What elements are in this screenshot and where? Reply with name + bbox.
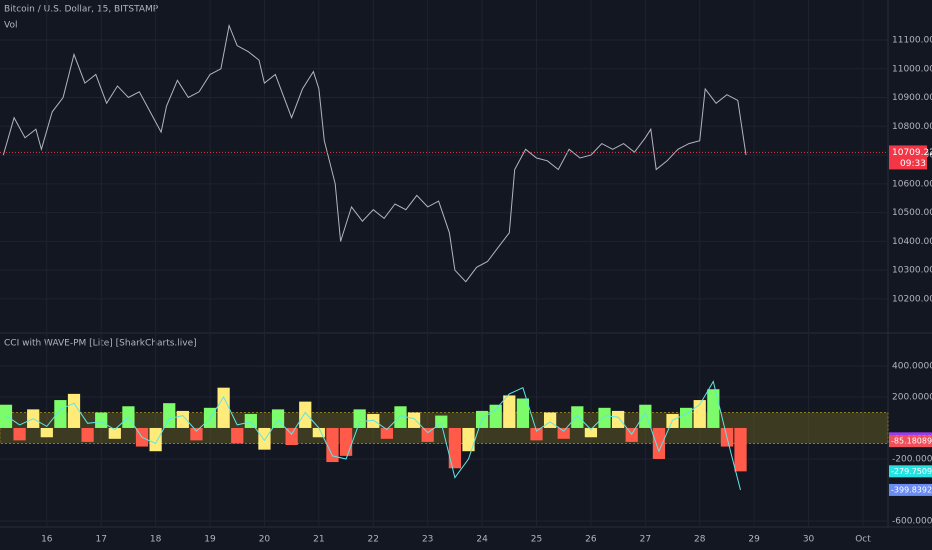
value-tag-label: -85.1808913 — [891, 437, 932, 446]
cci-bar — [543, 412, 557, 428]
cci-bar — [652, 427, 666, 459]
cci-bar — [571, 406, 584, 428]
price-tag — [889, 145, 927, 170]
x-tick-label: 29 — [748, 535, 760, 545]
x-tick-label: 19 — [204, 535, 216, 545]
y-tick-label: 10400.00 — [892, 237, 932, 247]
x-tick-label: 20 — [259, 535, 271, 545]
x-tick-label: 18 — [150, 535, 162, 545]
x-tick-label: 26 — [585, 535, 597, 545]
cci-bar — [217, 387, 230, 428]
cci-bar — [244, 414, 257, 428]
cci-bar — [312, 427, 325, 438]
value-tag — [889, 483, 932, 496]
countdown-label: 09:33 — [900, 159, 926, 169]
cci-bar — [0, 404, 13, 428]
x-tick-label: 25 — [531, 535, 542, 545]
value-tag-label: -399.8392916 — [891, 485, 932, 494]
x-tick-label: 27 — [640, 535, 651, 545]
y-tick-label: 10500.00 — [892, 208, 932, 218]
cci-bar — [67, 393, 81, 428]
price-tag-label: 10709.22 — [892, 148, 932, 158]
cci-bar — [489, 404, 502, 428]
cci-bar — [95, 412, 108, 428]
y-tick-label: 11000.00 — [892, 64, 932, 74]
cci-bar — [530, 427, 543, 441]
y-tick-label: 10800.00 — [892, 122, 932, 132]
chart-subtitle: Vol — [4, 21, 17, 31]
cci-bar — [516, 398, 530, 428]
y-tick-label: 10600.00 — [892, 179, 932, 189]
y-tick-label: 200.0000000 — [892, 392, 932, 402]
value-tag — [889, 465, 932, 478]
cci-bar — [339, 427, 353, 456]
x-tick-label: 22 — [368, 535, 379, 545]
y-tick-label: 11100.00 — [892, 35, 932, 45]
chart-title: Bitcoin / U.S. Dollar, 15, BITSTAMP — [4, 5, 159, 15]
y-tick-label: 400.0000000 — [892, 361, 932, 371]
x-tick-label: 28 — [694, 535, 706, 545]
cci-bar — [54, 400, 67, 428]
y-tick-label: 10900.00 — [892, 93, 932, 103]
cci-bar — [81, 427, 94, 442]
cci-bar — [707, 389, 720, 428]
x-tick-label: 21 — [313, 535, 324, 545]
cci-bar — [611, 410, 625, 428]
y-tick-label: 10200.00 — [892, 294, 932, 304]
cci-bar — [108, 427, 121, 439]
cci-bar — [680, 407, 693, 428]
price-line — [2, 23, 747, 283]
indicator-title: CCI with WAVE-PM [Lite] [SharkCharts.liv… — [4, 339, 197, 349]
cci-bar — [598, 407, 611, 428]
y-tick-label: -600.0000000 — [892, 516, 932, 526]
x-tick-label: 24 — [476, 535, 488, 545]
cci-bar — [13, 427, 26, 441]
wave-line — [5, 380, 741, 491]
cci-bar — [421, 427, 434, 442]
cci-bar — [40, 427, 53, 438]
x-tick-label: 30 — [803, 535, 815, 545]
cci-bar — [503, 395, 516, 428]
x-tick-label: Oct — [855, 535, 871, 545]
cci-bar — [149, 427, 162, 452]
cci-bar — [163, 403, 176, 428]
cci-bar — [407, 412, 421, 428]
x-tick-label: 23 — [422, 535, 433, 545]
cci-bar — [353, 409, 366, 428]
cci-bar — [394, 406, 407, 428]
cci-bar — [231, 427, 244, 444]
cci-bar — [176, 410, 189, 428]
cci-bar — [734, 427, 747, 472]
cci-bar — [462, 427, 475, 452]
value-tag — [889, 435, 932, 448]
y-tick-label: -200.0000000 — [892, 454, 932, 464]
cci-bar — [557, 427, 570, 439]
cci-bar — [258, 427, 271, 450]
x-tick-label: 16 — [41, 535, 53, 545]
x-tick-label: 17 — [95, 535, 106, 545]
value-tag-label: -279.750983 — [891, 467, 932, 476]
cci-bar — [448, 427, 462, 469]
cci-bar — [326, 427, 339, 463]
y-tick-label: 10300.00 — [892, 266, 932, 276]
cci-bar — [380, 427, 393, 439]
cci-bar — [584, 427, 598, 438]
cci-bar — [299, 401, 312, 428]
cci-bar — [367, 414, 380, 428]
cci-bar — [190, 427, 203, 441]
cci-bar — [285, 427, 298, 446]
